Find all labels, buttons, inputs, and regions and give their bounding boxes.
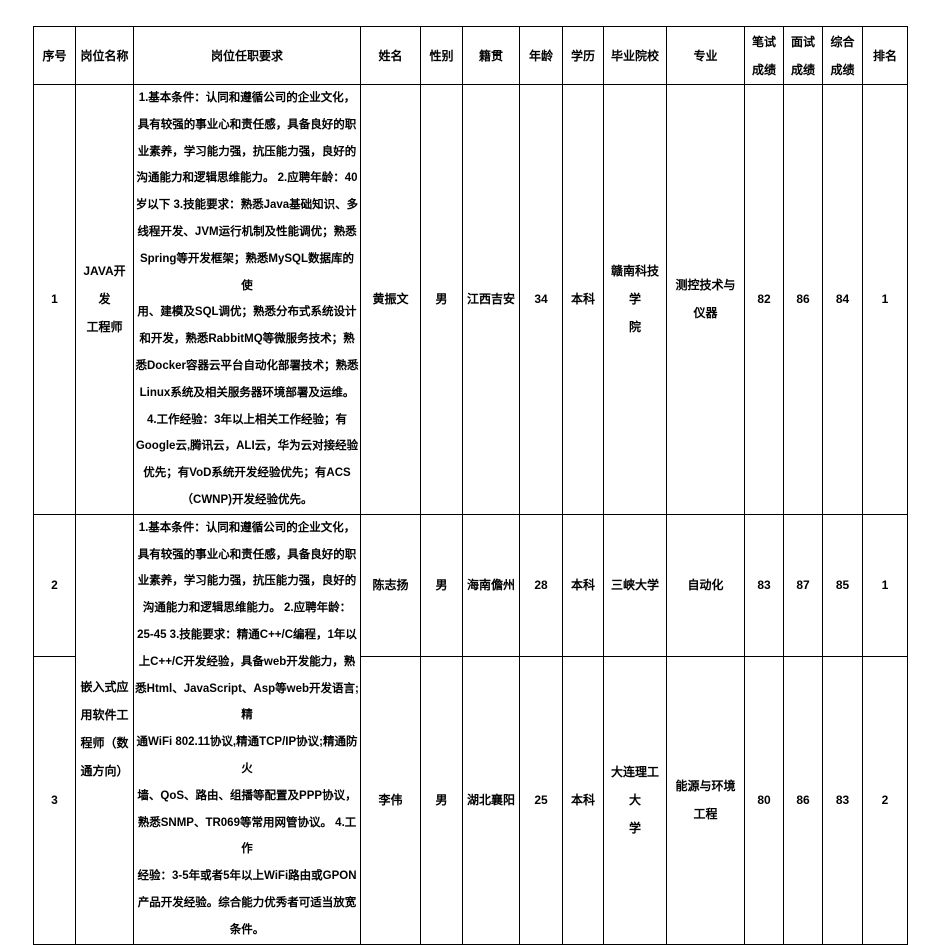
cell-rank: 2 [862, 655, 908, 945]
cell-major: 自动化 [666, 513, 745, 657]
cell-education: 本科 [562, 84, 604, 515]
cell-position-title: 嵌入式应 用软件工 程师（数 通方向） [75, 513, 134, 945]
header-major: 专业 [666, 26, 745, 85]
header-requirements: 岗位任职要求 [133, 26, 361, 85]
cell-name: 陈志扬 [360, 513, 421, 657]
cell-major: 能源与环境 工程 [666, 655, 745, 945]
cell-gender: 男 [420, 84, 463, 515]
cell-index: 1 [33, 84, 76, 515]
cell-interview-score: 86 [783, 655, 823, 945]
cell-education: 本科 [562, 655, 604, 945]
cell-written-score: 82 [744, 84, 784, 515]
cell-gender: 男 [420, 655, 463, 945]
header-rank: 排名 [862, 26, 908, 85]
cell-name: 黄振文 [360, 84, 421, 515]
header-hometown: 籍贯 [462, 26, 520, 85]
cell-index: 3 [33, 655, 76, 945]
cell-hometown: 江西吉安 [462, 84, 520, 515]
results-table: 序号 岗位名称 岗位任职要求 姓名 性别 籍贯 年龄 学历 毕业院校 专业 笔试… [33, 26, 908, 945]
cell-education: 本科 [562, 513, 604, 657]
header-school: 毕业院校 [603, 26, 667, 85]
cell-major: 测控技术与 仪器 [666, 84, 745, 515]
header-education: 学历 [562, 26, 604, 85]
cell-rank: 1 [862, 84, 908, 515]
cell-hometown: 湖北襄阳 [462, 655, 520, 945]
cell-overall-score: 84 [822, 84, 863, 515]
cell-school: 赣南科技学 院 [603, 84, 667, 515]
cell-school: 三峡大学 [603, 513, 667, 657]
cell-overall-score: 85 [822, 513, 863, 657]
header-age: 年龄 [519, 26, 563, 85]
cell-index: 2 [33, 513, 76, 657]
candidate-row-1: 1 JAVA开发 工程师 1.基本条件：认同和遵循公司的企业文化， 具有较强的事… [33, 84, 908, 515]
cell-gender: 男 [420, 513, 463, 657]
cell-school: 大连理工大 学 [603, 655, 667, 945]
cell-age: 28 [519, 513, 563, 657]
header-name: 姓名 [360, 26, 421, 85]
cell-interview-score: 86 [783, 84, 823, 515]
header-written-score: 笔试 成绩 [744, 26, 784, 85]
header-index: 序号 [33, 26, 76, 85]
cell-interview-score: 87 [783, 513, 823, 657]
header-position-name: 岗位名称 [75, 26, 134, 85]
candidate-row-2: 2 嵌入式应 用软件工 程师（数 通方向） 1.基本条件：认同和遵循公司的企业文… [33, 513, 908, 945]
cell-rank: 1 [862, 513, 908, 657]
header-gender: 性别 [420, 26, 463, 85]
cell-age: 25 [519, 655, 563, 945]
cell-requirements: 1.基本条件：认同和遵循公司的企业文化， 具有较强的事业心和责任感，具备良好的职… [133, 84, 361, 515]
header-row: 序号 岗位名称 岗位任职要求 姓名 性别 籍贯 年龄 学历 毕业院校 专业 笔试… [33, 26, 908, 85]
cell-written-score: 83 [744, 513, 784, 657]
cell-overall-score: 83 [822, 655, 863, 945]
cell-written-score: 80 [744, 655, 784, 945]
header-overall-score: 综合 成绩 [822, 26, 863, 85]
cell-age: 34 [519, 84, 563, 515]
cell-hometown: 海南儋州 [462, 513, 520, 657]
recruitment-results-sheet: 序号 岗位名称 岗位任职要求 姓名 性别 籍贯 年龄 学历 毕业院校 专业 笔试… [33, 26, 908, 945]
cell-requirements: 1.基本条件：认同和遵循公司的企业文化， 具有较强的事业心和责任感，具备良好的职… [133, 513, 361, 945]
cell-position-title: JAVA开发 工程师 [75, 84, 134, 515]
cell-name: 李伟 [360, 655, 421, 945]
header-interview-score: 面试 成绩 [783, 26, 823, 85]
